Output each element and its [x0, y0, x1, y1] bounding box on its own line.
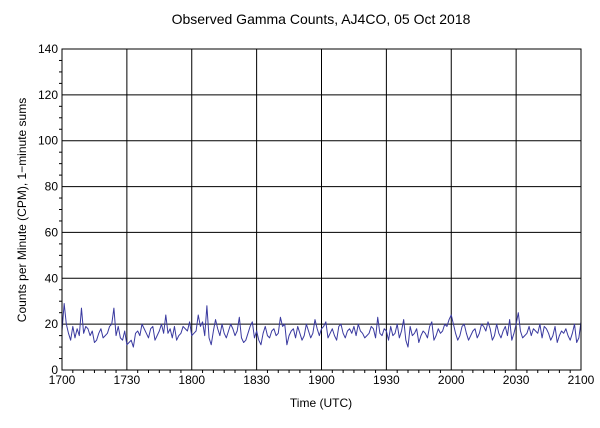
y-tick-label: 120: [38, 88, 58, 102]
x-axis-label: Time (UTC): [290, 396, 352, 410]
series-layer: [61, 303, 582, 348]
y-tick-label: 20: [45, 317, 59, 331]
plot-frame: [61, 48, 582, 371]
x-tick-label: 2030: [503, 373, 530, 387]
x-tick-label: 1800: [178, 373, 205, 387]
y-tick-label: 80: [45, 180, 59, 194]
y-tick-labels: 0 20 40 60 80 100 120 140: [38, 42, 58, 377]
x-tick-label: 1700: [49, 373, 76, 387]
x-tick-label: 1830: [243, 373, 270, 387]
grid-lines: [62, 49, 581, 370]
y-tick-label: 140: [38, 42, 58, 56]
series-line: [61, 303, 582, 348]
y-axis-label: Counts per Minute (CPM), 1−minute sums: [15, 98, 29, 322]
y-tick-label: 60: [45, 225, 59, 239]
x-tick-label: 1930: [373, 373, 400, 387]
x-tick-label: 1730: [114, 373, 141, 387]
y-tick-label: 40: [45, 271, 59, 285]
x-tick-labels: 1700 1730 1800 1830 1900 1930 2000 2030 2100: [49, 373, 595, 387]
y-tick-label: 100: [38, 134, 58, 148]
x-tick-label: 2100: [568, 373, 595, 387]
x-tick-label: 2000: [438, 373, 465, 387]
y-tick-label: 0: [51, 363, 58, 377]
x-tick-label: 1900: [308, 373, 335, 387]
chart-title: Observed Gamma Counts, AJ4CO, 05 Oct 201…: [172, 11, 471, 27]
